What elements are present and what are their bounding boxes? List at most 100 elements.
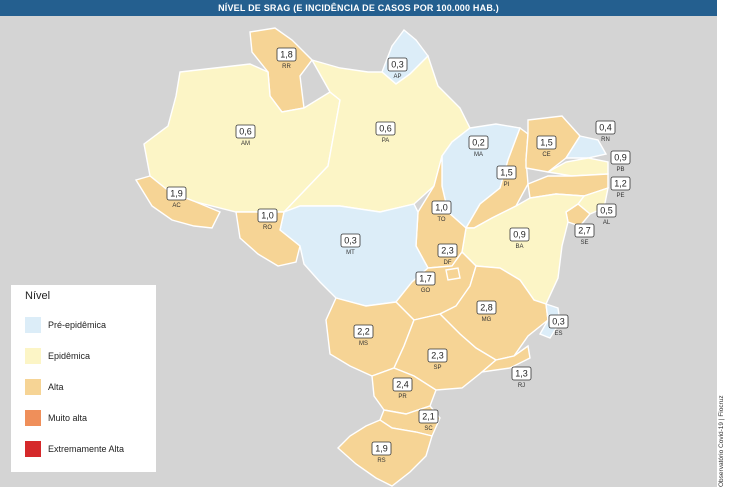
legend-item-pre-epidemica: Pré-epidêmica: [25, 317, 106, 333]
value-box: [392, 377, 413, 392]
state-code: MG: [482, 317, 492, 323]
value-box: [496, 165, 517, 180]
legend-label: Muito alta: [48, 413, 88, 423]
value-box: [371, 441, 392, 456]
credit-text: Observatório Covid-19 | Fiocruz: [718, 395, 725, 487]
state-value: 1,7: [419, 274, 432, 284]
legend-label: Extremamente Alta: [48, 444, 125, 454]
value-box: [437, 243, 458, 258]
state-value: 1,5: [540, 138, 553, 148]
state-value: 1,3: [515, 369, 528, 379]
state-label-mt: 0,3 MT: [340, 233, 361, 256]
state-label-pa: 0,6 PA: [375, 121, 396, 144]
state-code: SP: [433, 365, 441, 371]
state-value: 0,3: [391, 60, 404, 70]
state-value: 0,6: [239, 127, 252, 137]
value-box: [476, 300, 497, 315]
legend-swatch: [25, 317, 41, 333]
state-label-pi: 1,5 PI: [496, 165, 517, 188]
value-box: [387, 57, 408, 72]
state-code: SE: [580, 240, 588, 246]
value-box: [166, 186, 187, 201]
state-code: PB: [616, 167, 624, 173]
legend-title: Nível: [25, 290, 51, 302]
value-box: [548, 314, 569, 329]
state-label-sp: 2,3 SP: [427, 348, 448, 371]
state-code: PA: [382, 138, 390, 144]
state-code: BA: [515, 244, 523, 250]
value-box: [468, 135, 489, 150]
state-code: RJ: [518, 383, 525, 389]
value-box: [353, 324, 374, 339]
value-box: [375, 121, 396, 136]
state-value: 0,2: [472, 138, 485, 148]
state-value: 2,7: [578, 226, 591, 236]
value-box: [340, 233, 361, 248]
state-code: CE: [542, 152, 550, 158]
value-box: [536, 135, 557, 150]
state-label-to: 1,0 TO: [431, 200, 452, 223]
state-label-go: 1,7 GO: [415, 271, 436, 294]
state-code: SC: [424, 426, 433, 432]
state-code: DF: [444, 260, 452, 266]
state-label-ms: 2,2 MS: [353, 324, 374, 347]
state-label-al: 0,5 AL: [596, 203, 617, 226]
state-label-ac: 1,9 AC: [166, 186, 187, 209]
state-code: RS: [377, 458, 385, 464]
state-value: 0,3: [552, 317, 565, 327]
legend-item-epidemica: Epidêmica: [25, 348, 90, 364]
state-code: TO: [437, 217, 446, 223]
map-title: NÍVEL DE SRAG (E INCIDÊNCIA DE CASOS POR…: [0, 0, 717, 16]
state-label-df: 2,3 DF: [437, 243, 458, 266]
state-label-rs: 1,9 RS: [371, 441, 392, 464]
state-shape-ac: [134, 175, 221, 229]
value-box: [595, 120, 616, 135]
value-box: [427, 348, 448, 363]
state-value: 2,8: [480, 303, 493, 313]
state-code: AL: [603, 220, 611, 226]
legend-label: Alta: [48, 382, 64, 392]
state-value: 2,2: [357, 327, 370, 337]
state-label-sc: 2,1 SC: [418, 409, 439, 432]
state-code: MT: [346, 250, 355, 256]
value-box: [235, 124, 256, 139]
legend-item-extremamente-alta: Extremamente Alta: [25, 441, 124, 457]
state-label-rj: 1,3 RJ: [511, 366, 532, 389]
state-code: PE: [616, 193, 624, 199]
state-code: RO: [263, 225, 272, 231]
state-value: 1,0: [435, 203, 448, 213]
value-box: [509, 227, 530, 242]
state-value: 0,4: [599, 123, 612, 133]
legend-item-alta: Alta: [25, 379, 64, 395]
state-code: RR: [282, 64, 291, 70]
legend: Nível Pré-epidêmica Epidêmica Alta Muito…: [11, 285, 156, 472]
state-label-pb: 0,9 PB: [610, 150, 631, 173]
state-shape-df: [445, 267, 461, 281]
state-code: MA: [474, 152, 483, 158]
value-box: [610, 150, 631, 165]
state-label-ap: 0,3 AP: [387, 57, 408, 80]
state-label-rr: 1,8 RR: [276, 47, 297, 70]
state-value: 2,3: [431, 351, 444, 361]
state-value: 0,6: [379, 124, 392, 134]
state-value: 0,9: [614, 153, 627, 163]
value-box: [574, 223, 595, 238]
legend-swatch: [25, 348, 41, 364]
state-code: AC: [172, 203, 181, 209]
state-label-mg: 2,8 MG: [476, 300, 497, 323]
value-box: [431, 200, 452, 215]
state-shape-rj: [479, 344, 531, 374]
state-code: MS: [359, 341, 368, 347]
state-value: 2,3: [441, 246, 454, 256]
state-label-ma: 0,2 MA: [468, 135, 489, 158]
state-code: AP: [393, 74, 401, 80]
state-label-ce: 1,5 CE: [536, 135, 557, 158]
legend-swatch: [25, 410, 41, 426]
legend-swatch: [25, 441, 41, 457]
legend-label: Pré-epidêmica: [48, 320, 107, 330]
state-value: 0,5: [600, 206, 613, 216]
value-box: [596, 203, 617, 218]
state-value: 0,9: [513, 230, 526, 240]
state-shape-ro: [235, 211, 301, 267]
